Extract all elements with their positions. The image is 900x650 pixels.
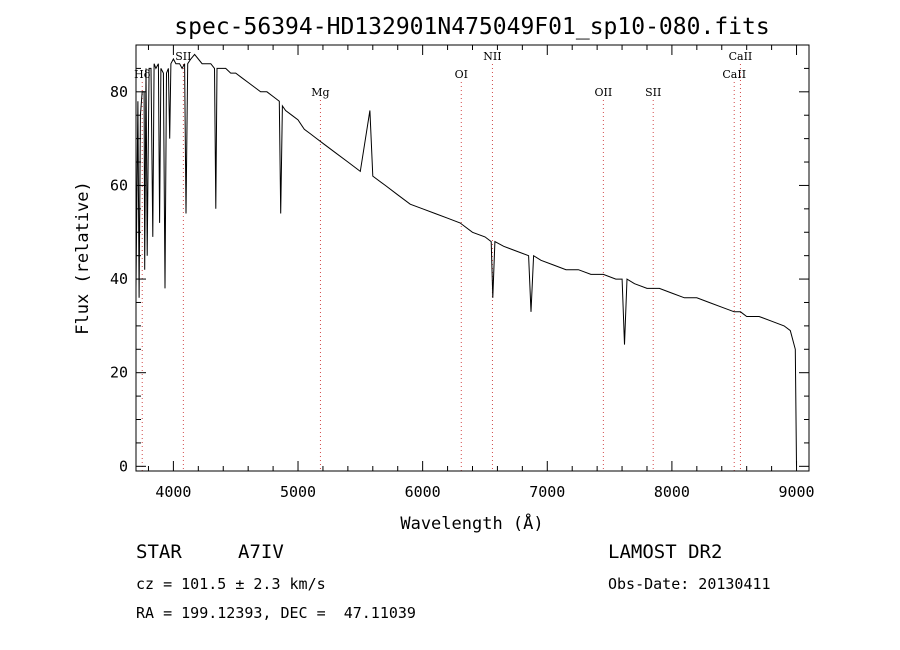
axis-ticks: 4000 5000 6000 7000 8000 9000 0 20 40 60 80 — [110, 45, 815, 501]
line-marker-label: OI — [455, 68, 468, 81]
line-marker-label: CaII — [729, 50, 753, 63]
coordinates: RA = 199.12393, DEC = 47.11039 — [136, 604, 416, 622]
line-markers: Hδ SII Mg OI NII OII SII CaII CaII — [134, 50, 752, 471]
line-marker-label: SII — [645, 86, 661, 99]
x-tick-label: 5000 — [280, 483, 316, 501]
observation-date: Obs-Date: 20130411 — [608, 575, 771, 593]
line-marker-label: SII — [175, 50, 191, 63]
survey-name: LAMOST DR2 — [608, 541, 723, 563]
x-tick-label: 4000 — [155, 483, 191, 501]
y-tick-label: 40 — [110, 270, 128, 288]
line-marker-label: Mg — [311, 86, 329, 99]
y-tick-label: 20 — [110, 364, 128, 382]
redshift-cz: cz = 101.5 ± 2.3 km/s — [136, 575, 326, 593]
y-tick-label: 60 — [110, 176, 128, 194]
x-tick-label: 6000 — [405, 483, 441, 501]
y-axis-label: Flux (relative) — [73, 181, 93, 335]
spectrum-chart: spec-56394-HD132901N475049F01_sp10-080.f… — [73, 14, 815, 534]
chart-title: spec-56394-HD132901N475049F01_sp10-080.f… — [174, 14, 769, 40]
line-marker-label: OII — [595, 86, 613, 99]
line-marker-label: CaII — [722, 68, 746, 81]
x-tick-label: 9000 — [778, 483, 814, 501]
y-tick-label: 80 — [110, 83, 128, 101]
object-type: STAR — [136, 541, 182, 563]
y-tick-label: 0 — [119, 457, 128, 475]
spectrum-line — [135, 53, 797, 467]
line-marker-label: NII — [483, 50, 501, 63]
x-tick-label: 7000 — [529, 483, 565, 501]
plot-frame — [135, 44, 810, 472]
spectral-subclass: A7IV — [238, 541, 284, 563]
x-axis-label: Wavelength (Å) — [400, 512, 543, 534]
x-tick-label: 8000 — [654, 483, 690, 501]
line-marker-label: Hδ — [134, 68, 151, 81]
